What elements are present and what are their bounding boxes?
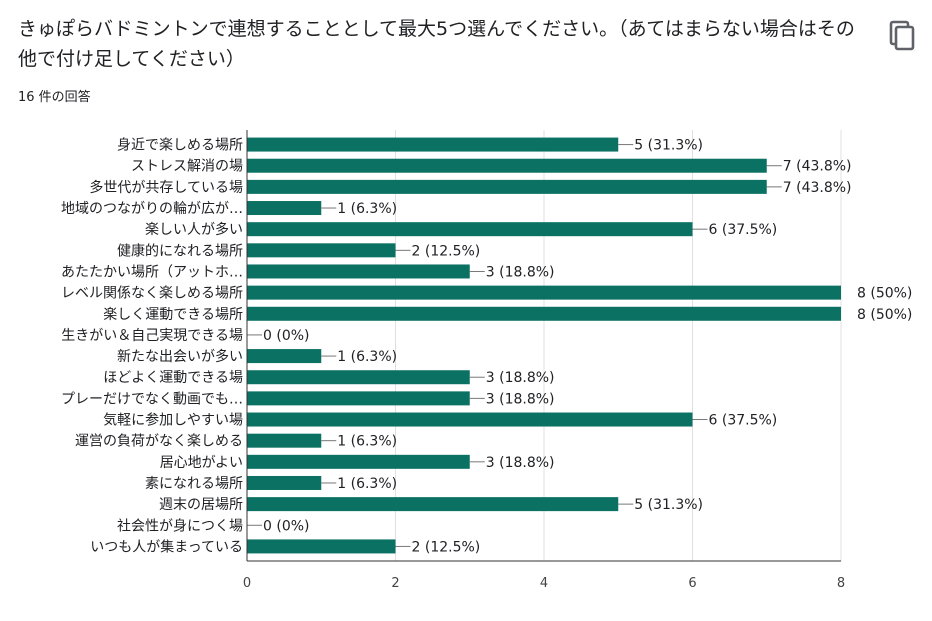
value-label: 5 (31.3%) (634, 497, 703, 513)
category-label: 素になれる場所 (145, 476, 243, 492)
x-tick-label: 0 (243, 576, 251, 591)
category-label: ストレス解消の場 (131, 159, 243, 175)
value-label: 1 (6.3%) (337, 201, 397, 217)
value-label: 5 (31.3%) (634, 138, 703, 154)
x-tick-label: 6 (688, 576, 696, 591)
category-label: 気軽に参加しやすい場 (103, 412, 243, 429)
value-label: 2 (12.5%) (412, 243, 481, 259)
bar (247, 222, 693, 237)
x-tick-label: 2 (391, 576, 399, 591)
category-label: 新たな出会いが多い (117, 348, 243, 365)
value-label: 7 (43.8%) (783, 180, 852, 196)
bar (247, 391, 470, 406)
bar (247, 433, 322, 448)
bar (247, 370, 470, 385)
category-label: 健康的になれる場所 (117, 242, 243, 259)
value-label: 8 (50%) (857, 286, 912, 302)
value-label: 1 (6.3%) (337, 434, 397, 450)
x-tick-label: 4 (540, 576, 548, 591)
bar (247, 306, 841, 321)
category-label: 社会性が身につく場 (117, 518, 243, 534)
category-label: 生きがい＆自己実現できる場 (61, 328, 243, 344)
category-label: あたたかい場所（アットホ… (61, 264, 243, 280)
category-label: 地域のつながりの輪が広が… (61, 200, 243, 217)
bar (247, 137, 619, 152)
bar (247, 158, 767, 173)
bar (247, 454, 470, 469)
value-label: 7 (43.8%) (783, 159, 852, 175)
category-label: レベル関係なく楽しめる場所 (61, 286, 243, 302)
value-label: 6 (37.5%) (709, 222, 778, 238)
category-label: プレーだけでなく動画でも… (61, 391, 243, 407)
value-label: 0 (0%) (263, 328, 310, 344)
value-label: 0 (0%) (263, 518, 310, 534)
bar-chart: 0 2 4 6 8 身近で楽しめる場所 5 (31.3%) ストレス解消の場 7 (43.8%)… (61, 130, 912, 591)
bar (247, 475, 322, 490)
category-label: いつも人が集まっている (90, 538, 243, 555)
value-label: 3 (18.8%) (486, 264, 555, 280)
category-label: 楽しく運動できる場所 (103, 307, 243, 323)
category-label: 週末の居場所 (159, 497, 243, 513)
copy-chart-button[interactable] (884, 18, 920, 54)
value-label: 3 (18.8%) (486, 391, 555, 407)
bar (247, 243, 396, 258)
category-label: 運営の負荷がなく楽しめる (75, 434, 243, 450)
x-tick-label: 8 (837, 576, 845, 591)
bar (247, 412, 693, 427)
bar (247, 264, 470, 279)
value-label: 1 (6.3%) (337, 476, 397, 492)
bar (247, 349, 322, 364)
value-label: 2 (12.5%) (412, 539, 481, 555)
category-label: ほどよく運動できる場 (103, 370, 243, 386)
category-label: 身近で楽しめる場所 (117, 138, 243, 154)
category-label: 多世代が共存している場 (89, 179, 243, 196)
bar (247, 285, 841, 300)
response-count: 16 件の回答 (18, 90, 91, 105)
value-label: 1 (6.3%) (337, 349, 397, 365)
bar (247, 497, 619, 512)
value-label: 3 (18.8%) (486, 370, 555, 386)
bar (247, 201, 322, 216)
value-label: 3 (18.8%) (486, 455, 555, 471)
value-label: 6 (37.5%) (709, 413, 778, 429)
category-label: 居心地がよい (160, 455, 243, 471)
copy-icon (889, 20, 915, 51)
bar (247, 539, 396, 554)
category-label: 楽しい人が多い (145, 221, 243, 238)
question-title: きゅぽらバドミントンで連想することとして最大5つ選んでください。（あてはまらない… (18, 18, 855, 70)
bar (247, 179, 767, 194)
value-label: 8 (50%) (857, 307, 912, 323)
